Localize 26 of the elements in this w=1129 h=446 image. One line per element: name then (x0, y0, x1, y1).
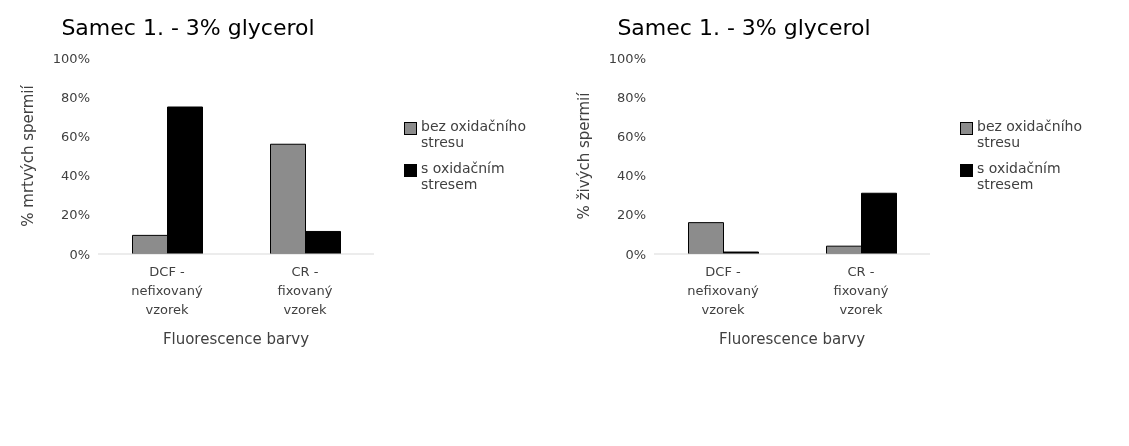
y-tick-label: 60% (61, 129, 90, 145)
legend-label: bez oxidačního stresu (977, 118, 1083, 150)
y-tick-label: 0% (625, 246, 646, 262)
y-tick-label: 0% (69, 246, 90, 262)
legend-label: bez oxidačního stresu (421, 118, 527, 150)
x-tick-label: CR - fixovaný vzorek (277, 264, 333, 317)
x-tick-label: CR - fixovaný vzorek (833, 264, 889, 317)
y-tick-label: 40% (617, 168, 646, 184)
legend-label: s oxidačním stresem (421, 160, 506, 192)
y-tick-label: 20% (617, 207, 646, 223)
chart-title: Samec 1. - 3% glycerol (616, 14, 872, 42)
chart-title: Samec 1. - 3% glycerol (60, 14, 316, 42)
y-axis-title: % mrtvých spermií (19, 84, 38, 227)
y-axis-title: % živých spermií (575, 91, 594, 220)
y-tick-label: 40% (61, 168, 90, 184)
y-tick-label: 80% (61, 89, 90, 105)
x-axis-title: Fluorescence barvy (162, 330, 310, 348)
x-tick-label: DCF - nefixovaný vzorek (131, 264, 203, 317)
y-tick-label: 80% (617, 89, 646, 105)
x-axis-title: Fluorescence barvy (718, 330, 866, 348)
y-tick-label: 60% (617, 129, 646, 145)
y-tick-label: 100% (608, 50, 646, 66)
legend-label: s oxidačním stresem (977, 160, 1062, 192)
x-tick-label: DCF - nefixovaný vzorek (687, 264, 759, 317)
y-tick-label: 100% (52, 50, 90, 66)
y-tick-label: 20% (61, 207, 90, 223)
